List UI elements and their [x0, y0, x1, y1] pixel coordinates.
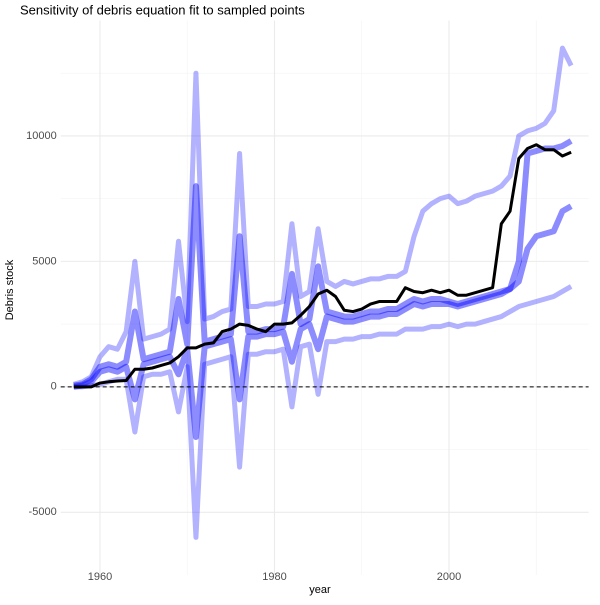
y-axis-label: Debris stock	[4, 259, 16, 320]
x-axis-label: year	[309, 584, 331, 596]
x-tick-label: 1980	[262, 571, 286, 583]
chart-title: Sensitivity of debris equation fit to sa…	[20, 2, 305, 17]
series-line	[73, 138, 573, 441]
series-line	[73, 143, 572, 389]
x-tick-label: 2000	[437, 571, 461, 583]
y-tick-label: 0	[51, 381, 57, 393]
y-tick-label: -5000	[29, 506, 57, 518]
x-tick-label: 1960	[88, 571, 112, 583]
series-line	[73, 45, 574, 387]
y-tick-label: 5000	[32, 255, 56, 267]
y-tick-label: 10000	[26, 130, 57, 142]
series-line	[73, 284, 573, 540]
series-line	[73, 183, 573, 389]
